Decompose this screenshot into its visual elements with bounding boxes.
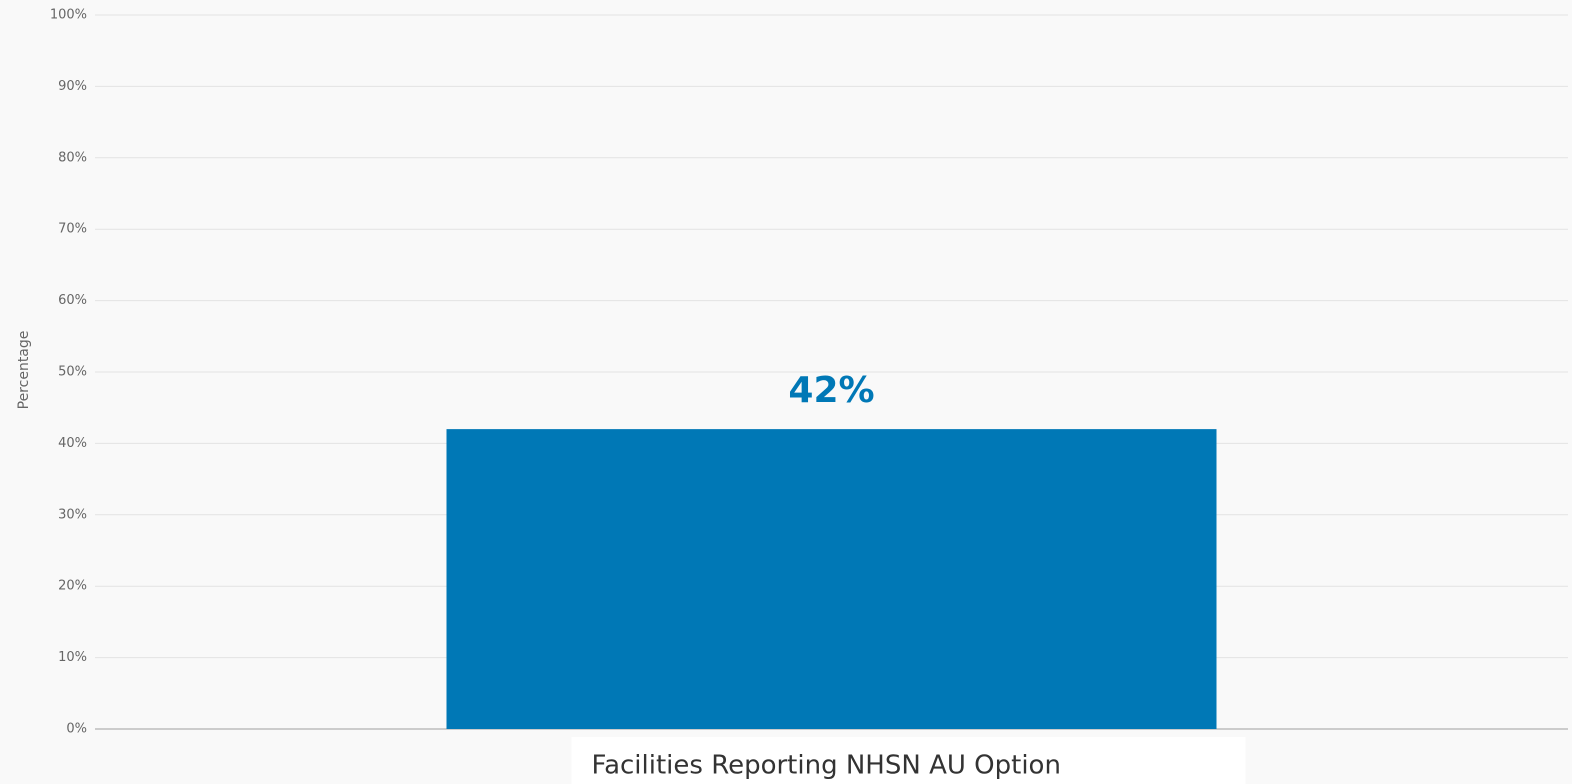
y-tick-label: 10%: [58, 650, 87, 665]
y-axis-title: Percentage: [16, 331, 32, 410]
y-tick-label: 50%: [58, 365, 87, 380]
x-label-box: [571, 737, 1246, 784]
y-tick-label: 90%: [58, 79, 87, 94]
y-tick-label: 30%: [58, 507, 87, 522]
y-tick-label: 60%: [58, 293, 87, 308]
x-tick-label: Facilities Reporting NHSN AU Option: [592, 751, 1061, 781]
y-tick-label: 80%: [58, 150, 87, 165]
y-tick-label: 0%: [66, 722, 87, 737]
value-label: 42%: [788, 370, 874, 411]
y-tick-label: 20%: [58, 579, 87, 594]
y-tick-label: 70%: [58, 222, 87, 237]
y-tick-label: 100%: [50, 8, 87, 23]
y-tick-label: 40%: [58, 436, 87, 451]
bar: [446, 429, 1217, 729]
